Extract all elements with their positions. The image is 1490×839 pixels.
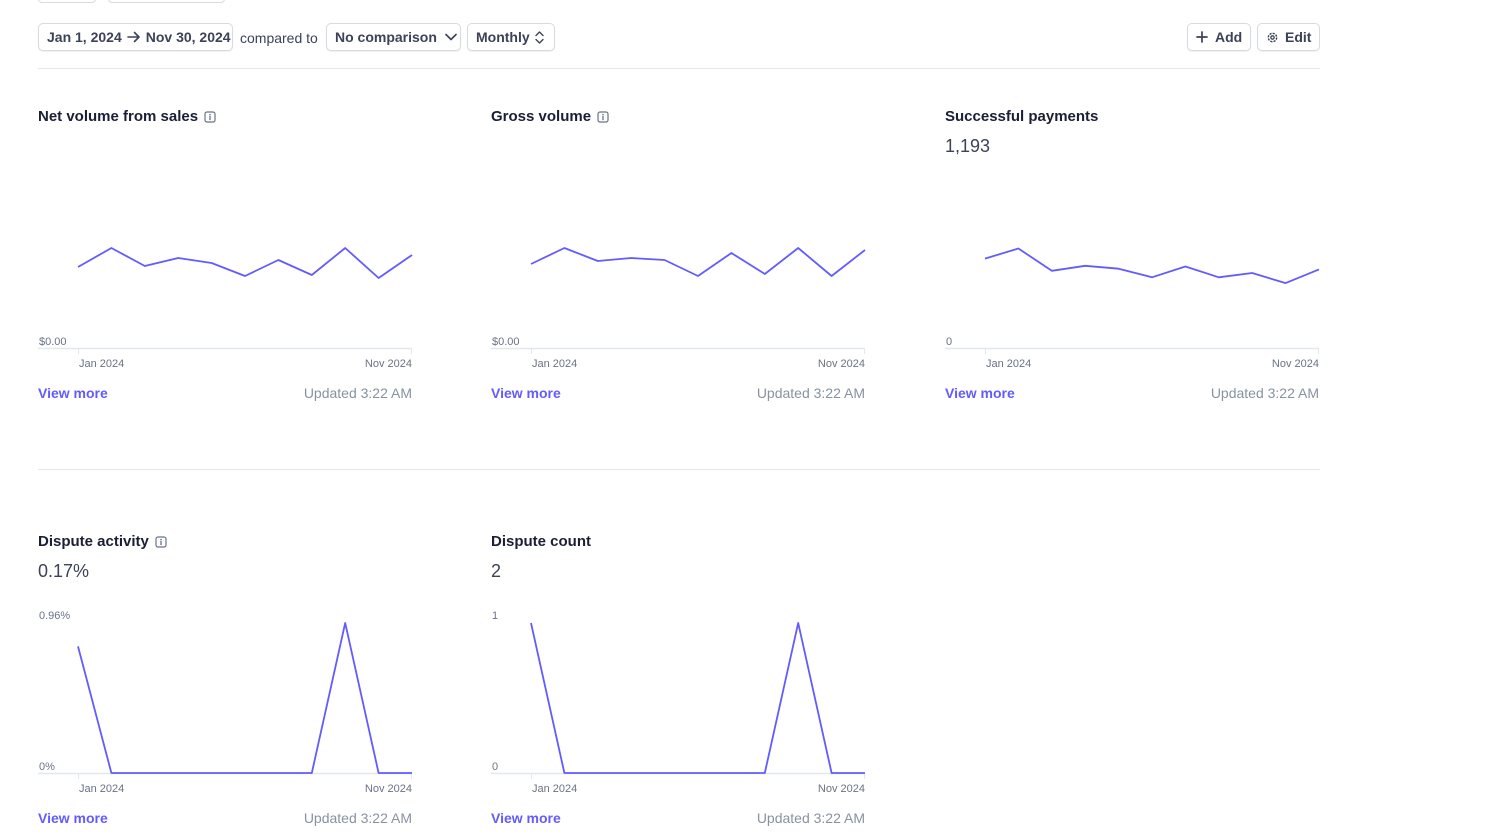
- interval-select[interactable]: Monthly: [467, 23, 555, 51]
- chart-card-dispute-count: Dispute count 2 0 1 Jan 2024 Nov 2024 View mor…: [491, 533, 866, 833]
- chart-title: Dispute activity: [38, 533, 167, 550]
- view-more-link[interactable]: View more: [491, 385, 561, 401]
- chart-card-gross-volume: Gross volume $0.00 Jan 2024 Nov 2024 View mo…: [491, 108, 866, 408]
- x-tick-label: Jan 2024: [79, 358, 124, 370]
- x-tick-label: Jan 2024: [986, 358, 1031, 370]
- chart-value: 2: [491, 561, 502, 581]
- x-tick-label: Nov 2024: [818, 358, 865, 370]
- chart-title: Successful payments: [945, 108, 1098, 125]
- chart-title: Gross volume: [491, 108, 609, 125]
- updated-timestamp: Updated 3:22 AM: [756, 810, 865, 826]
- chart-title-text: Dispute count: [491, 533, 591, 550]
- chart-value: 1,193: [945, 136, 991, 156]
- chart-card-dispute-activity: Dispute activity 0.17% 0% 0.96% Jan 2024 Nov …: [38, 533, 413, 833]
- comparison-value: No comparison: [335, 29, 437, 45]
- y-tick-label: 0.96%: [39, 610, 70, 622]
- view-more-link[interactable]: View more: [38, 810, 108, 826]
- x-tick-label: Nov 2024: [365, 783, 412, 795]
- view-more-link[interactable]: View more: [38, 385, 108, 401]
- updated-timestamp: Updated 3:22 AM: [756, 385, 865, 401]
- x-tick-label: Jan 2024: [532, 783, 577, 795]
- y-tick-label: 0: [492, 761, 498, 773]
- date-range-button[interactable]: Jan 1, 2024 Nov 30, 2024: [38, 23, 233, 51]
- chart-card-net-volume: Net volume from sales $0.00 Jan 2024 Nov 20…: [38, 108, 413, 408]
- chart-title: Dispute count: [491, 533, 591, 550]
- chart-card-successful-payments: Successful payments 1,193 0 Jan 2024 Nov 202…: [945, 108, 1320, 408]
- section-divider: [38, 469, 1320, 470]
- chart-title-text: Net volume from sales: [38, 108, 199, 125]
- date-start: Jan 1, 2024: [47, 29, 122, 45]
- series-line: [77, 247, 413, 279]
- line-chart: 0 1 Jan 2024 Nov 2024: [491, 610, 866, 795]
- chart-title-text: Dispute activity: [38, 533, 149, 550]
- series-line: [530, 247, 866, 277]
- y-tick-label: 0: [946, 336, 952, 348]
- y-tick-label: $0.00: [39, 336, 67, 348]
- comparison-select[interactable]: No comparison: [326, 23, 461, 51]
- x-tick-label: Jan 2024: [532, 358, 577, 370]
- series-line: [984, 247, 1320, 284]
- x-tick-label: Nov 2024: [1272, 358, 1319, 370]
- y-tick-label: 0%: [39, 761, 55, 773]
- plus-icon: [1196, 31, 1208, 43]
- gear-icon: [1266, 31, 1279, 44]
- chevron-up-down-icon: [534, 30, 544, 44]
- line-chart: $0.00 Jan 2024 Nov 2024: [491, 247, 866, 370]
- add-button[interactable]: Add: [1187, 23, 1251, 51]
- info-icon[interactable]: [597, 110, 609, 123]
- chart-title: Net volume from sales: [38, 108, 216, 125]
- x-tick-label: Nov 2024: [818, 783, 865, 795]
- line-chart: $0.00 Jan 2024 Nov 2024: [38, 247, 413, 370]
- chart-value: 0.17%: [38, 561, 90, 581]
- x-tick-label: Nov 2024: [365, 358, 412, 370]
- updated-timestamp: Updated 3:22 AM: [303, 385, 412, 401]
- info-icon[interactable]: [155, 535, 167, 548]
- line-chart: 0% 0.96% Jan 2024 Nov 2024: [38, 610, 413, 795]
- chart-title-text: Successful payments: [945, 108, 1099, 125]
- interval-value: Monthly: [476, 29, 530, 45]
- line-chart: 0 Jan 2024 Nov 2024: [945, 247, 1320, 370]
- y-tick-label: $0.00: [492, 336, 520, 348]
- x-tick-label: Jan 2024: [79, 783, 124, 795]
- view-more-link[interactable]: View more: [945, 385, 1015, 401]
- updated-timestamp: Updated 3:22 AM: [303, 810, 412, 826]
- updated-timestamp: Updated 3:22 AM: [1210, 385, 1319, 401]
- chevron-down-icon: [445, 33, 457, 41]
- info-icon[interactable]: [204, 110, 216, 123]
- arrow-right-icon: [126, 31, 141, 43]
- tab-stub-2[interactable]: [108, 0, 225, 3]
- edit-label: Edit: [1285, 29, 1312, 45]
- filter-toolbar: Jan 1, 2024 Nov 30, 2024 compared to No …: [38, 23, 1320, 53]
- date-end: Nov 30, 2024: [145, 29, 231, 45]
- chart-title-text: Gross volume: [491, 108, 592, 125]
- y-tick-label: 1: [492, 610, 498, 622]
- series-line: [530, 622, 865, 774]
- view-more-link[interactable]: View more: [491, 810, 561, 826]
- toolbar-divider: [38, 68, 1320, 69]
- series-line: [77, 622, 412, 774]
- add-label: Add: [1215, 29, 1243, 45]
- compared-to-label: compared to: [240, 30, 318, 46]
- tab-stub-1[interactable]: [38, 0, 96, 3]
- edit-button[interactable]: Edit: [1257, 23, 1320, 51]
